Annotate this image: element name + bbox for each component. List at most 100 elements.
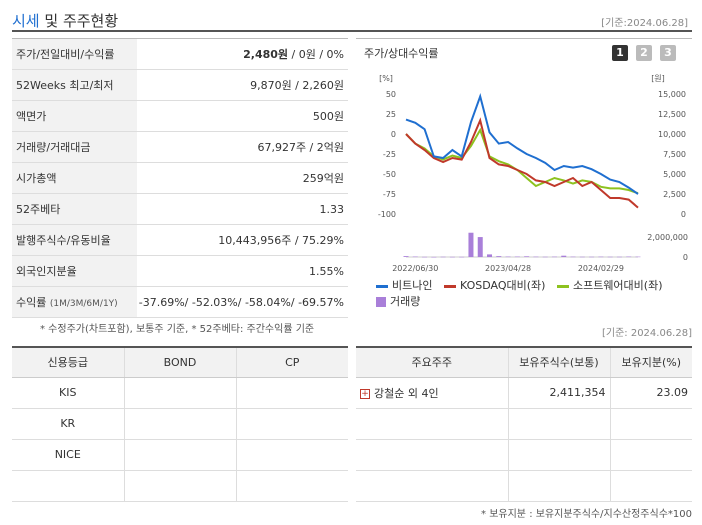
table-cell [507,470,610,502]
volume-bar [440,256,446,258]
left-axis-tick: 25 [386,110,396,119]
table-row: 수익률 (1M/3M/6M/1Y) -37.69%/ -52.03%/ -58.… [12,286,348,318]
chart-page-3-button[interactable]: 3 [660,45,676,61]
legend-swatch [443,284,456,288]
volume-bar [542,256,548,258]
right-axis-tick: 10,000 [658,130,686,139]
column-header: 보유주식수(보통) [507,346,610,378]
legend-swatch [376,284,388,288]
table-row: KIS [12,377,348,409]
volume-bar [505,256,511,258]
legend-swatch [376,297,386,307]
legend-item: 소프트웨어대비(좌) [556,277,663,293]
table-cell [507,439,610,471]
return-values: -37.69%/ -52.03%/ -58.04%/ -69.57% [137,286,348,318]
table-row [356,470,692,502]
legend-item: 거래량 [376,293,420,309]
column-header: 신용등급 [12,346,124,378]
volume-bar [533,256,539,258]
legend-swatch [556,284,569,288]
base-date: [기준:2024.06.28] [601,18,688,29]
volume-bar [514,256,520,258]
legend-label: 소프트웨어대비(좌) [572,279,663,292]
row-key: 외국인지분율 [12,255,137,287]
table-cell [609,408,692,440]
volume-bar [570,256,576,258]
table-row: 52주베타 1.33 [12,193,348,225]
row-key: 거래량/거래대금 [12,131,137,163]
table-cell: KIS [12,377,124,409]
title-accent: 시세 [12,12,40,30]
volume-axis-tick: 2,000,000 [647,233,688,242]
table-row: 외국인지분율 1.55% [12,255,348,287]
row-key: 수익률 (1M/3M/6M/1Y) [12,286,137,318]
table-row [356,408,692,440]
right-axis-tick: 12,500 [658,110,686,119]
chart-title: 주가/상대수익률 [364,47,439,60]
series-line [405,117,639,209]
legend-label: 비트나인 [392,279,433,292]
return-period-label: (1M/3M/6M/1Y) [49,299,118,309]
column-header: BOND [123,346,236,378]
volume-bar [589,256,595,258]
volume-axis-tick: 0 [683,253,688,262]
column-header: 주요주주 [356,346,508,378]
volume-bar [579,256,585,258]
shareholder-footnote: * 보유지분 : 보유지분주식수/지수산정주식수*100 [481,509,692,520]
table-row: 52Weeks 최고/최저 9,870원 / 2,260원 [12,69,348,101]
column-header: CP [235,346,348,378]
legend-label: 거래량 [390,295,421,308]
chart-page-1-button[interactable]: 1 [612,45,628,61]
volume-bar [524,256,530,257]
table-row: KR [12,408,348,440]
table-header-row: 주요주주 보유주식수(보통) 보유지분(%) [356,346,692,378]
row-value: 10,443,956주 / 75.29% [137,224,348,256]
x-axis-label: 2024/02/29 [578,264,624,273]
volume-bar [459,256,465,258]
table-cell [235,408,348,440]
left-axis-tick: 50 [386,90,396,99]
volume-bar [496,256,502,257]
row-key: 액면가 [12,100,137,132]
table-cell [12,470,124,502]
row-key: 52Weeks 최고/최저 [12,69,137,101]
volume-bar [598,256,604,258]
table-header-row: 신용등급 BOND CP [12,346,348,378]
expand-plus-icon[interactable]: + [360,388,370,399]
row-key: 시가총액 [12,162,137,194]
table-row: 주가/전일대비/수익률 2,480원 / 0원 / 0% [12,38,348,70]
right-axis-unit: [원] [651,74,665,83]
table-row [356,439,692,471]
volume-bar [449,256,455,258]
row-key: 발행주식수/유동비율 [12,224,137,256]
chart-panel: 주가/상대수익률 1 2 3 [%] [원] 50 25 0 -25 -50 -75 -10… [356,38,692,314]
row-value: 67,927주 / 2억원 [137,131,348,163]
volume-bar [477,237,483,257]
left-axis-unit: [%] [379,74,393,83]
table-cell [235,439,348,471]
right-axis-tick: 7,500 [663,150,686,159]
row-key: 주가/전일대비/수익률 [12,38,137,70]
table-cell [123,470,236,502]
right-axis-tick: 2,500 [663,190,686,199]
price-change: / 0원 / 0% [288,48,344,61]
right-axis-tick: 0 [681,210,686,219]
legend-label: KOSDAQ대비(좌) [459,279,546,292]
chart-page-2-button[interactable]: 2 [636,45,652,61]
table-row: NICE [12,439,348,471]
table-cell [123,408,236,440]
row-value: 500원 [137,100,348,132]
price-return-chart: [%] [원] 50 25 0 -25 -50 -75 -100 15,000 12,500 1… [378,74,688,273]
table-cell [356,439,508,471]
table-cell: 23.09 [609,377,692,409]
section-title: 시세 및 주주현황 [12,10,118,31]
table-row: 발행주식수/유동비율 10,443,956주 / 75.29% [12,224,348,256]
volume-bar [431,256,437,258]
volume-bar [422,256,428,258]
table-row: 시가총액 259억원 [12,162,348,194]
shareholder-name: 강철순 외 4인 [374,386,439,400]
shareholder-cell[interactable]: + 강철순 외 4인 [356,377,508,409]
left-axis-tick: -75 [383,190,396,199]
return-label: 수익률 [16,296,47,309]
volume-bar [487,254,493,257]
